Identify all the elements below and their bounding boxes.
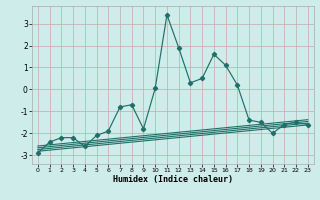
X-axis label: Humidex (Indice chaleur): Humidex (Indice chaleur) [113, 175, 233, 184]
